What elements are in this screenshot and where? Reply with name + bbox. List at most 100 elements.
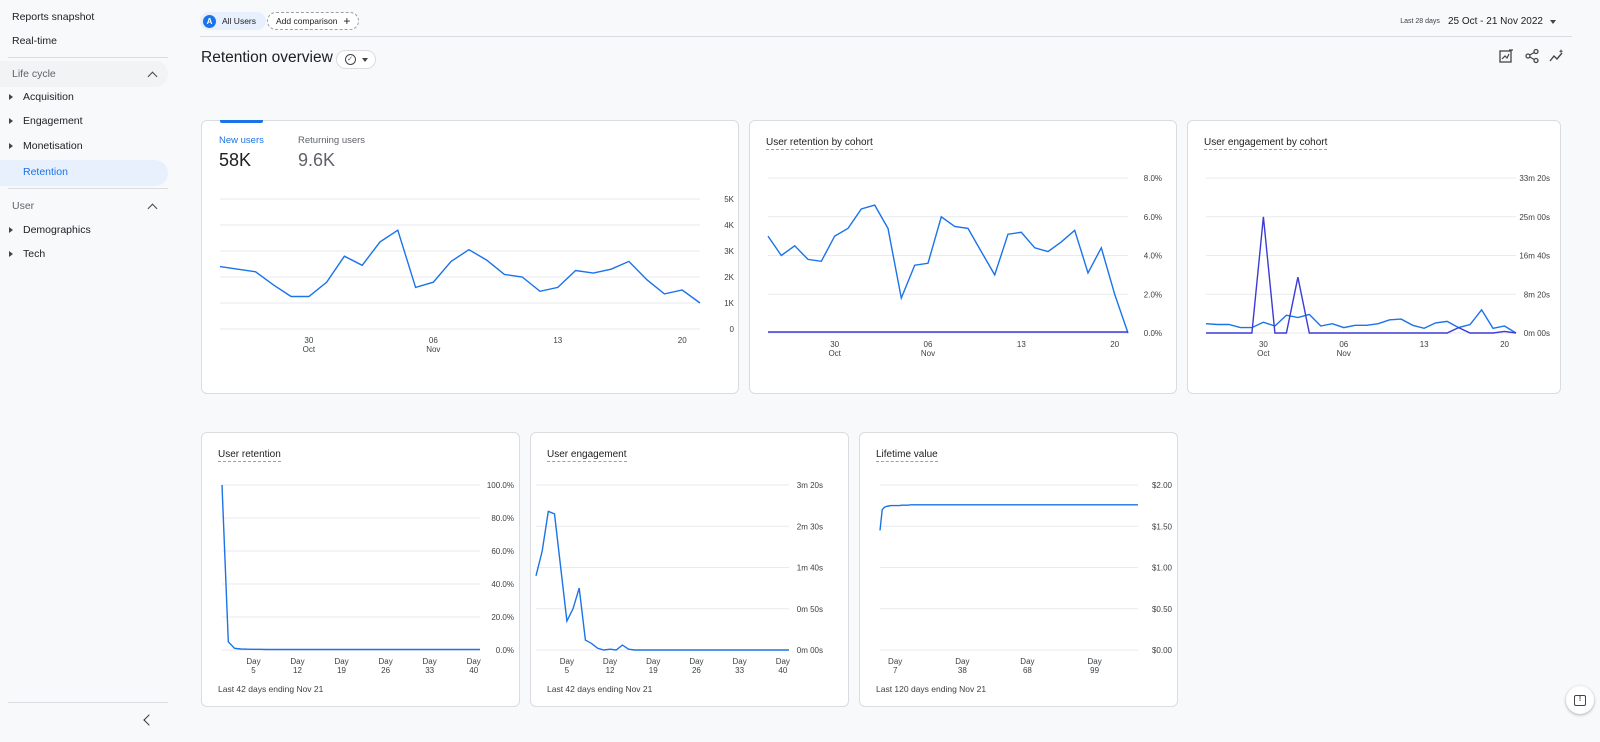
tab-label: New users [219,135,264,146]
x-tick-label: Day [646,657,660,666]
tab-new-users[interactable]: New users 58K [219,135,264,171]
segment-label: All Users [222,16,257,26]
x-tick-label: 20 [1110,340,1119,349]
divider [8,188,168,189]
x-tick-sublabel: Oct [828,349,841,358]
users-card: New users 58K Returning users 9.6K 0 1K 2K… [201,120,739,394]
x-tick-sublabel: 12 [606,666,615,675]
card-title: User engagement by cohort [1204,137,1328,150]
nav-label: Monetisation [23,140,83,152]
chevron-down-icon [1550,19,1556,24]
y-tick-label: 2K [724,273,734,282]
x-tick-label: Day [955,657,969,666]
x-tick-label: 30 [304,336,313,345]
y-tick-label: $1.00 [1152,564,1173,573]
x-tick-label: Day [467,657,481,666]
lifetime-value-card: Lifetime value Last 120 days ending Nov … [859,432,1178,707]
x-tick-label: 13 [553,336,562,345]
y-tick-label: 0 [730,325,735,334]
x-tick-label: Day [1020,657,1034,666]
nav-label: Acquisition [23,91,74,103]
report-status-dropdown[interactable]: ✓ [336,50,376,69]
nav-group-user[interactable]: User [0,193,168,219]
x-tick-sublabel: 33 [735,666,744,675]
share-icon[interactable] [1524,48,1540,64]
x-tick-sublabel: 5 [251,666,256,675]
feedback-button[interactable]: ! [1566,686,1594,714]
series-line [1206,216,1517,334]
y-tick-label: $0.00 [1152,646,1173,655]
y-tick-label: 8m 20s [1524,290,1550,299]
y-tick-label: $0.50 [1152,605,1173,614]
user-retention-card: User retention Last 42 days ending Nov 2… [201,432,520,707]
y-tick-label: 20.0% [491,613,514,622]
tab-value: 58K [219,150,252,170]
customize-report-icon[interactable] [1498,48,1514,64]
y-tick-label: 5K [724,195,734,204]
y-tick-label: 6.0% [1144,213,1162,222]
feedback-icon: ! [1574,694,1586,706]
series-line [219,229,701,304]
divider [8,702,168,703]
user-engagement-card: User engagement Last 42 days ending Nov … [530,432,849,707]
header-divider [200,36,1572,37]
y-tick-label: 1K [724,299,734,308]
y-tick-label: 60.0% [491,547,514,556]
collapse-sidebar-icon[interactable] [143,714,155,726]
nav-reports-snapshot[interactable]: Reports snapshot [12,11,95,23]
nav-tech[interactable]: Tech [9,248,45,260]
x-tick-sublabel: 5 [565,666,570,675]
y-tick-label: $2.00 [1152,481,1173,490]
card-footer: Last 42 days ending Nov 21 [547,684,653,694]
tab-returning-users[interactable]: Returning users 9.6K [298,135,365,171]
date-range-prefix: Last 28 days [1400,18,1440,25]
add-comparison-button[interactable]: Add comparison + [267,12,360,30]
nav-label: Engagement [23,115,83,127]
nav-engagement[interactable]: Engagement [9,115,83,127]
expand-arrow-icon [9,227,13,233]
x-tick-label: Day [378,657,392,666]
x-tick-label: 30 [1259,340,1268,349]
nav-label: Demographics [23,224,91,236]
series-line [221,484,480,651]
y-tick-label: 100.0% [487,481,514,490]
card-footer: Last 120 days ending Nov 21 [876,684,987,694]
x-tick-sublabel: 40 [469,666,478,675]
x-tick-label: Day [423,657,437,666]
x-tick-label: 20 [1500,340,1509,349]
card-footer: Last 42 days ending Nov 21 [218,684,324,694]
x-tick-sublabel: Oct [1257,349,1270,358]
date-range-picker[interactable]: Last 28 days 25 Oct - 21 Nov 2022 [1400,16,1556,27]
date-range-value: 25 Oct - 21 Nov 2022 [1447,16,1543,27]
x-tick-sublabel: 19 [337,666,346,675]
y-tick-label: 0.0% [496,646,514,655]
chevron-down-icon [361,57,368,62]
segment-chip[interactable]: A All Users [200,12,267,30]
nav-acquisition[interactable]: Acquisition [9,91,74,103]
y-tick-label: 4.0% [1144,252,1162,261]
x-tick-label: Day [290,657,304,666]
x-tick-label: 20 [678,336,687,345]
x-tick-sublabel: Nov [426,345,440,354]
nav-group-lifecycle[interactable]: Life cycle [0,61,168,87]
x-tick-sublabel: 12 [293,666,302,675]
nav-retention[interactable]: Retention [23,166,68,178]
y-tick-label: 4K [724,221,734,230]
nav-label: Tech [23,248,46,260]
series-line [879,504,1138,531]
card-title: Lifetime value [876,449,938,462]
nav-monetisation[interactable]: Monetisation [9,140,83,152]
x-tick-label: Day [733,657,747,666]
x-tick-label: 06 [429,336,438,345]
nav-demographics[interactable]: Demographics [9,224,91,236]
x-tick-sublabel: 33 [425,666,434,675]
x-tick-label: Day [776,657,790,666]
insights-icon[interactable] [1549,48,1565,64]
nav-real-time[interactable]: Real-time [12,35,57,47]
series-line [535,510,789,651]
lifetime-value-chart: $0.00$0.50$1.00$1.50$2.00Day7Day38Day68D… [879,481,1173,675]
x-tick-label: 06 [1339,340,1348,349]
cohort-retention-card: User retention by cohort 0.0% 2.0% 4.0% 6.0… [749,120,1177,394]
y-tick-label: 0m 00s [797,646,823,655]
